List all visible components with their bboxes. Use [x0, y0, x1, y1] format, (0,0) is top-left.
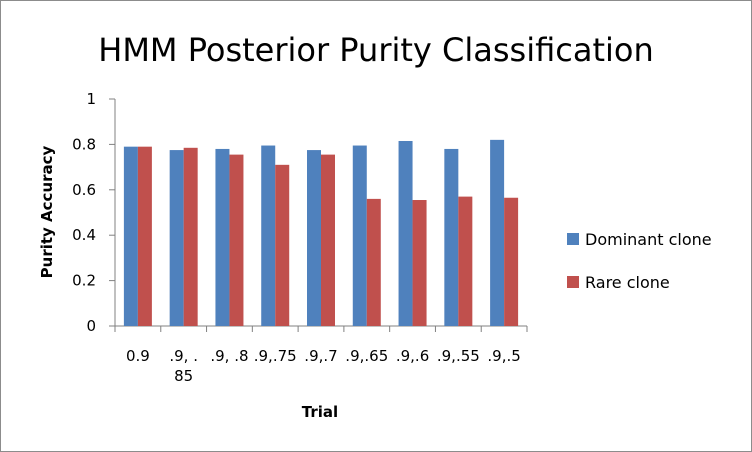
x-axis-title: Trial [302, 403, 338, 421]
x-tick-label: .9, .8 [210, 347, 248, 365]
bar-dominant-clone [261, 145, 276, 326]
x-tick-label: .9,.6 [396, 347, 429, 365]
bar-rare-clone [229, 154, 244, 326]
y-tick-label: 0 [86, 317, 96, 335]
plot-area: 0 0.2 0.4 0.6 0.8 1 0.9 .9, . 85 .9, .8 .9,.75 .9,.… [72, 90, 528, 385]
legend-swatch [567, 233, 579, 245]
y-axis-title: Purity Accuracy [38, 145, 56, 278]
bar-rare-clone [275, 164, 290, 326]
legend-label: Rare clone [585, 273, 670, 292]
y-tick-label: 0.2 [72, 272, 96, 290]
bar-rare-clone [183, 147, 198, 326]
bar-rare-clone [366, 198, 381, 326]
bar-dominant-clone [398, 140, 413, 326]
x-tick-label: .9,.5 [487, 347, 520, 365]
x-tick-label: 85 [174, 367, 193, 385]
bar-rare-clone [412, 200, 427, 326]
legend-label: Dominant clone [585, 230, 712, 249]
x-tick-label: .9, . [169, 347, 198, 365]
y-tick-label: 0.8 [72, 135, 96, 153]
bar-dominant-clone [444, 148, 459, 326]
x-tick-label: .9,.65 [345, 347, 388, 365]
bar-dominant-clone [169, 150, 184, 326]
bar-dominant-clone [123, 146, 138, 326]
bar-dominant-clone [490, 139, 505, 326]
y-tick-label: 0.6 [72, 181, 96, 199]
bar-rare-clone [504, 197, 519, 326]
bar-rare-clone [321, 154, 335, 326]
x-tick-label: .9,.7 [304, 347, 337, 365]
y-tick-label: 0.4 [72, 226, 96, 244]
x-tick-label: .9,.75 [254, 347, 297, 365]
chart-title: HMM Posterior Purity Classification [98, 31, 654, 69]
y-tick-label: 1 [86, 90, 96, 108]
bar-rare-clone [137, 146, 152, 326]
bar-dominant-clone [307, 150, 321, 326]
bar-dominant-clone [215, 148, 230, 326]
bar-rare-clone [458, 196, 473, 326]
legend: Dominant clone Rare clone [567, 230, 712, 292]
x-tick-label: 0.9 [126, 347, 150, 365]
x-tick-label: .9,.55 [437, 347, 480, 365]
legend-swatch [567, 276, 579, 288]
bar-dominant-clone [352, 145, 367, 326]
